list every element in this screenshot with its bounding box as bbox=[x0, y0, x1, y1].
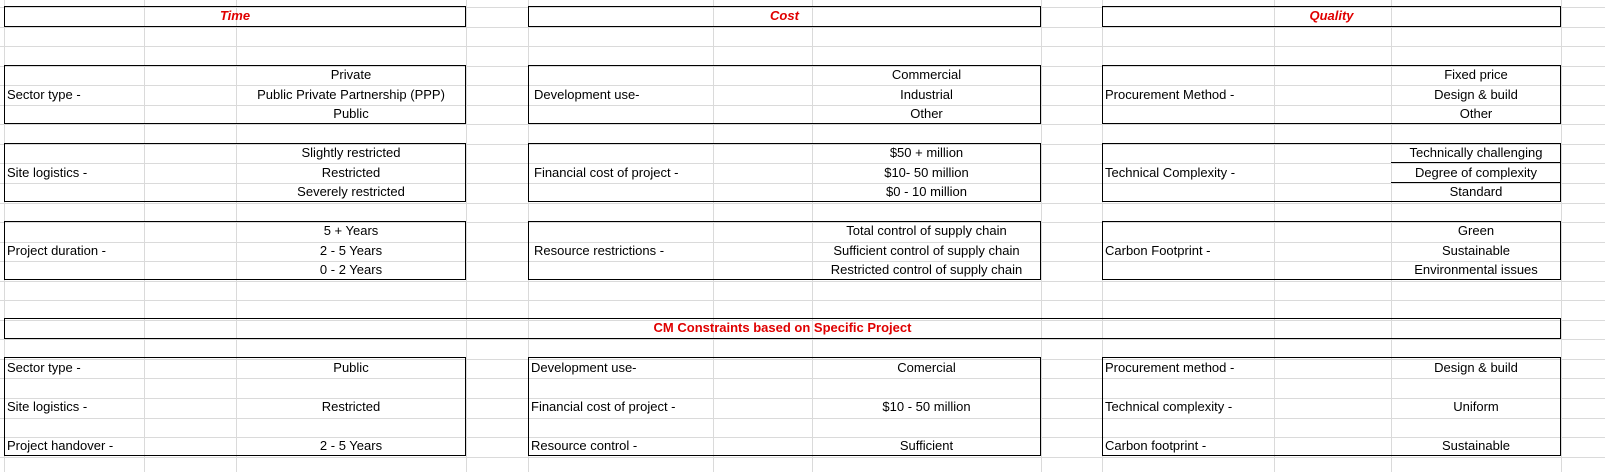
carbon-footprint-box bbox=[1102, 221, 1561, 280]
cm-constraints-header-box bbox=[4, 318, 1561, 339]
development-use-box bbox=[528, 65, 1041, 124]
financial-option[interactable]: $0 - 10 million bbox=[886, 184, 967, 199]
procurement-method-box bbox=[1102, 65, 1561, 124]
technical-complexity-box bbox=[1102, 143, 1561, 202]
site-logistics-label: Site logistics - bbox=[7, 165, 88, 180]
technical-option[interactable]: Degree of complexity bbox=[1414, 165, 1538, 180]
procurement-option[interactable]: Design & build bbox=[1434, 87, 1518, 102]
time-header-box bbox=[4, 6, 466, 27]
financial-cost-label: Financial cost of project - bbox=[534, 165, 679, 180]
specific-time-box bbox=[4, 357, 466, 456]
specific-time-label: Project handover - bbox=[7, 438, 114, 453]
specific-quality-label: Procurement method - bbox=[1105, 360, 1235, 375]
sector-option[interactable]: Public bbox=[333, 106, 369, 121]
duration-option[interactable]: 0 - 2 Years bbox=[319, 262, 383, 277]
financial-option[interactable]: $50 + million bbox=[889, 145, 964, 160]
cost-header: Cost bbox=[770, 8, 799, 23]
project-duration-label: Project duration - bbox=[7, 243, 106, 258]
development-option[interactable]: Industrial bbox=[900, 87, 953, 102]
site-option[interactable]: Restricted bbox=[321, 165, 381, 180]
resource-option[interactable]: Total control of supply chain bbox=[846, 223, 1007, 238]
cm-constraints-header: CM Constraints based on Specific Project bbox=[653, 320, 912, 335]
development-option[interactable]: Commercial bbox=[891, 67, 962, 82]
duration-option[interactable]: 2 - 5 Years bbox=[319, 243, 383, 258]
sector-type-box bbox=[4, 65, 466, 124]
specific-time-value[interactable]: Restricted bbox=[321, 399, 381, 414]
specific-quality-label: Technical complexity - bbox=[1105, 399, 1233, 414]
specific-cost-label: Development use- bbox=[531, 360, 637, 375]
technical-option[interactable]: Standard bbox=[1449, 184, 1503, 199]
carbon-option[interactable]: Sustainable bbox=[1442, 243, 1510, 258]
site-option[interactable]: Slightly restricted bbox=[301, 145, 401, 160]
financial-option[interactable]: $10- 50 million bbox=[884, 165, 969, 180]
carbon-option[interactable]: Environmental issues bbox=[1414, 262, 1538, 277]
carbon-option[interactable]: Green bbox=[1457, 223, 1495, 238]
time-header: Time bbox=[219, 8, 251, 23]
development-option[interactable]: Other bbox=[910, 106, 943, 121]
specific-quality-value[interactable]: Sustainable bbox=[1442, 438, 1510, 453]
specific-time-label: Site logistics - bbox=[7, 399, 88, 414]
development-use-label: Development use- bbox=[534, 87, 640, 102]
financial-cost-box bbox=[528, 143, 1041, 202]
specific-cost-value[interactable]: Sufficient bbox=[899, 438, 954, 453]
cost-header-box bbox=[528, 6, 1041, 27]
specific-cost-label: Resource control - bbox=[531, 438, 638, 453]
specific-cost-label: Financial cost of project - bbox=[531, 399, 676, 414]
specific-quality-value[interactable]: Design & build bbox=[1434, 360, 1518, 375]
carbon-footprint-label: Carbon Footprint - bbox=[1105, 243, 1211, 258]
procurement-option[interactable]: Fixed price bbox=[1444, 67, 1508, 82]
specific-cost-value[interactable]: $10 - 50 million bbox=[882, 399, 971, 414]
sector-option[interactable]: Public Private Partnership (PPP) bbox=[257, 87, 445, 102]
specific-cost-box bbox=[528, 357, 1041, 456]
tech-option-divider bbox=[1391, 182, 1561, 183]
duration-option[interactable]: 5 + Years bbox=[323, 223, 379, 238]
technical-option[interactable]: Technically challenging bbox=[1409, 145, 1543, 160]
resource-restrictions-box bbox=[528, 221, 1041, 280]
resource-restrictions-label: Resource restrictions - bbox=[534, 243, 665, 258]
specific-cost-value[interactable]: Comercial bbox=[897, 360, 956, 375]
specific-time-value[interactable]: Public bbox=[333, 360, 369, 375]
quality-header: Quality bbox=[1309, 8, 1354, 23]
quality-header-box bbox=[1102, 6, 1561, 27]
specific-quality-value[interactable]: Uniform bbox=[1453, 399, 1499, 414]
resource-option[interactable]: Restricted control of supply chain bbox=[830, 262, 1023, 277]
sector-type-label: Sector type - bbox=[7, 87, 81, 102]
site-logistics-box bbox=[4, 143, 466, 202]
procurement-method-label: Procurement Method - bbox=[1105, 87, 1235, 102]
technical-complexity-label: Technical Complexity - bbox=[1105, 165, 1236, 180]
procurement-option[interactable]: Other bbox=[1459, 106, 1493, 121]
specific-time-value[interactable]: 2 - 5 Years bbox=[319, 438, 383, 453]
project-duration-box bbox=[4, 221, 466, 280]
specific-quality-box bbox=[1102, 357, 1561, 456]
specific-quality-label: Carbon footprint - bbox=[1105, 438, 1207, 453]
site-option[interactable]: Severely restricted bbox=[297, 184, 405, 199]
sector-option[interactable]: Private bbox=[330, 67, 372, 82]
resource-option[interactable]: Sufficient control of supply chain bbox=[833, 243, 1020, 258]
tech-option-divider bbox=[1391, 162, 1561, 163]
specific-time-label: Sector type - bbox=[7, 360, 81, 375]
